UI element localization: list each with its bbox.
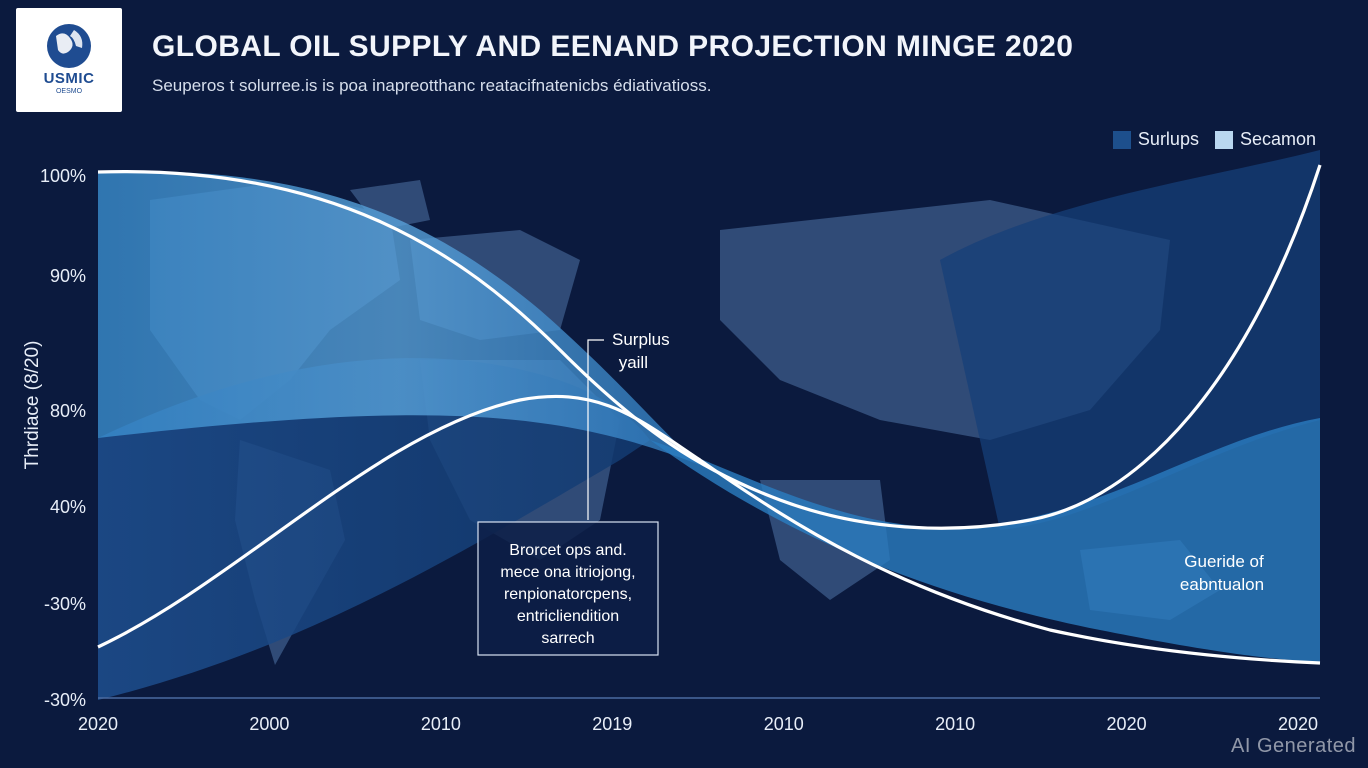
- x-tick-label: 2019: [592, 714, 632, 734]
- right-annotation-line2: eabntualon: [1180, 575, 1264, 594]
- band-light-lower: [650, 418, 1320, 662]
- callout-text-line2: yaill: [619, 353, 648, 372]
- annotation-box-line: renpionatorcpens,: [504, 586, 632, 603]
- y-tick-label: 80%: [50, 401, 86, 421]
- band-dark-right: [940, 150, 1320, 530]
- x-axis-ticks: 2020 2000 2010 2019 2010 2010 2020 2020: [78, 714, 1318, 734]
- legend-item-surlups: Surlups: [1112, 129, 1199, 150]
- chart-subtitle: Seuperos t solurree.is is poa inapreotth…: [152, 76, 712, 95]
- continent-greenland: [350, 180, 430, 230]
- callout-line: [587, 339, 604, 520]
- annotation-box-line: Brorcet ops and.: [509, 542, 626, 559]
- x-tick-label: 2010: [935, 714, 975, 734]
- annotation-box-text: Brorcet ops and. mece ona itriojong, renpi…: [500, 542, 635, 647]
- x-tick-label: 2010: [421, 714, 461, 734]
- annotation-box-line: sarrech: [541, 630, 594, 647]
- right-annotation-line1: Gueride of: [1184, 552, 1264, 571]
- y-axis-label: Thrdiace (8/20): [22, 341, 43, 470]
- x-tick-label: 2020: [1278, 714, 1318, 734]
- annotation-box-line: mece ona itriojong,: [500, 564, 635, 581]
- y-tick-label: -30%: [44, 690, 86, 710]
- annotation-box-line: entricliendition: [517, 608, 619, 625]
- y-axis-ticks: 100% 90% 80% 40% -30% -30%: [40, 166, 86, 710]
- curve-demand: [97, 394, 1321, 665]
- legend-swatch-surlups: [1112, 130, 1131, 149]
- legend-swatch-secamon: [1214, 130, 1233, 149]
- callout-text-line1: Surplus: [612, 330, 670, 349]
- legend-label-secamon: Secamon: [1239, 129, 1316, 149]
- chart-title: GLOBAL OIL SUPPLY AND EENAND PROJECTION …: [152, 30, 1074, 63]
- x-tick-label: 2020: [78, 714, 118, 734]
- logo: USMIC OESMO: [16, 8, 122, 112]
- logo-text: USMIC: [43, 70, 95, 87]
- watermark: AI Generated: [1231, 735, 1356, 757]
- legend: Surlups Secamon: [1112, 129, 1316, 150]
- x-tick-label: 2010: [764, 714, 804, 734]
- logo-subtext: OESMO: [55, 88, 83, 95]
- globe-icon: [47, 24, 91, 68]
- y-tick-label: 40%: [50, 497, 86, 517]
- x-tick-label: 2000: [249, 714, 289, 734]
- x-tick-label: 2020: [1107, 714, 1147, 734]
- curve-supply: [97, 164, 1322, 530]
- legend-label-surlups: Surlups: [1137, 129, 1199, 149]
- y-tick-label: -30%: [44, 594, 86, 614]
- band-light-upper: [98, 171, 700, 465]
- annotation-box: [477, 521, 659, 656]
- y-tick-label: 90%: [50, 266, 86, 286]
- band-dark-left: [98, 358, 650, 700]
- y-tick-label: 100%: [40, 166, 86, 186]
- legend-item-secamon: Secamon: [1214, 129, 1316, 150]
